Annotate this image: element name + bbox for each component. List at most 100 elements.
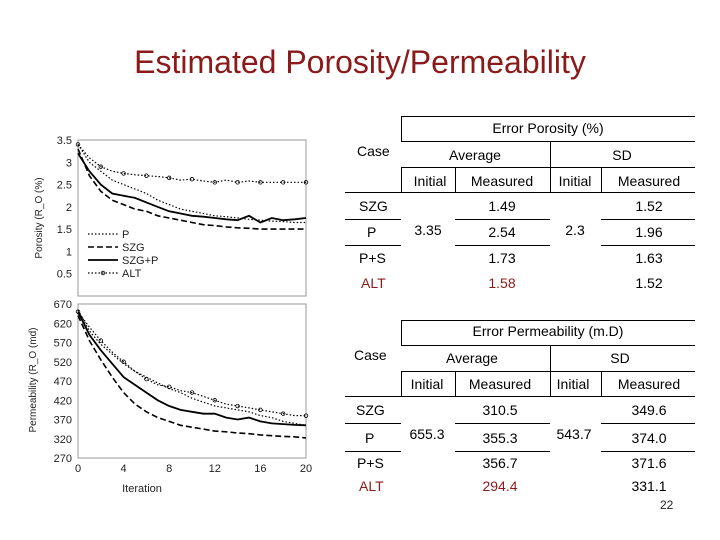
porosity-case-szg: SZG	[359, 198, 388, 214]
permeability-avg-initial: 655.3	[409, 426, 445, 442]
porosity-sd-header: SD	[612, 147, 632, 163]
permeability-case-p: P	[365, 430, 375, 446]
legend-label: SZG	[122, 242, 145, 254]
permeability-ps-sd: 371.6	[631, 455, 667, 471]
permeability-szg-sd: 349.6	[631, 402, 667, 418]
y-tick-label: 670	[54, 299, 72, 311]
series-line-alt	[77, 144, 306, 183]
porosity-average-header: Average	[449, 147, 501, 163]
data-point	[166, 384, 172, 389]
data-point	[281, 411, 286, 416]
x-tick-label: 20	[300, 463, 312, 475]
porosity-sd-measured-header: Measured	[617, 173, 681, 189]
data-point	[258, 180, 263, 185]
y-tick-label: 1.5	[57, 224, 72, 236]
data-point	[98, 338, 103, 343]
permeability-p-avg: 355.3	[482, 430, 518, 446]
data-point	[212, 180, 217, 185]
permeability-p-sd: 374.0	[631, 430, 667, 446]
porosity-alt-sd: 1.52	[635, 275, 663, 291]
data-point	[189, 177, 195, 182]
data-point	[303, 413, 309, 418]
porosity-p-sd: 1.96	[635, 224, 663, 240]
permeability-case-ps: P+S	[357, 455, 384, 471]
porosity-avg-measured-header: Measured	[470, 173, 534, 189]
permeability-alt-sd: 331.1	[631, 478, 667, 494]
permeability-sd-measured-header: Measured	[617, 376, 681, 392]
data-point	[189, 390, 195, 395]
porosity-ps-sd: 1.63	[635, 250, 663, 266]
x-tick-label: 4	[121, 463, 127, 475]
porosity-case-ps: P+S	[359, 250, 386, 266]
series-line-szg	[77, 148, 306, 230]
porosity-szg-avg: 1.49	[488, 198, 516, 214]
y-axis-label: Porosity (R_O (%)	[34, 177, 45, 258]
x-tick-label: 12	[209, 463, 221, 475]
permeability-case-header: Case	[354, 347, 387, 363]
porosity-case-header: Case	[357, 143, 390, 159]
series-line-szg-p	[77, 311, 307, 427]
y-tick-label: 0.5	[57, 269, 72, 281]
series-line-p	[77, 144, 306, 224]
series-line-alt	[77, 311, 306, 417]
x-tick-label: 8	[166, 463, 172, 475]
x-tick-label: 0	[75, 463, 81, 475]
porosity-alt-avg: 1.58	[488, 275, 516, 291]
data-point	[98, 164, 103, 169]
y-tick-label: 370	[54, 415, 72, 427]
legend-box	[84, 228, 164, 284]
slide-title: Estimated Porosity/Permeability	[134, 44, 586, 80]
porosity-chart: 3.5 3 2.5 2 1.5 1 0.5 Porosity (R_O (%) PSZGSZG+…	[34, 135, 309, 297]
permeability-alt-avg: 294.4	[482, 478, 518, 494]
data-point	[121, 171, 126, 176]
x-axis-label: Iteration	[122, 483, 162, 495]
plot-frame	[77, 303, 307, 459]
data-point	[121, 359, 126, 364]
data-point	[281, 180, 286, 185]
permeability-ps-avg: 356.7	[482, 455, 518, 471]
porosity-avg-initial-header: Initial	[413, 173, 447, 189]
y-tick-label: 320	[54, 434, 72, 446]
porosity-szg-sd: 1.52	[635, 198, 663, 214]
x-tick-label: 16	[254, 463, 266, 475]
series-line-szg	[77, 315, 307, 439]
y-tick-label: 1	[66, 246, 72, 258]
series-line-szg-p	[77, 152, 307, 224]
permeability-average-header: Average	[446, 350, 498, 366]
permeability-table-title: Error Permeability (m.D)	[472, 323, 624, 339]
permeability-sd-initial: 543.7	[556, 426, 592, 442]
y-tick-label: 2	[66, 202, 72, 214]
porosity-avg-initial: 3.35	[414, 222, 442, 238]
y-tick-label: 520	[54, 357, 72, 369]
data-point	[235, 403, 240, 409]
legend-label: P	[122, 229, 129, 241]
y-tick-label: 420	[54, 395, 72, 407]
y-tick-label: 3.5	[57, 135, 72, 147]
page-number: 22	[660, 498, 674, 512]
permeability-avg-initial-header: Initial	[410, 376, 444, 392]
legend-label: SZG+P	[122, 255, 158, 267]
y-tick-label: 2.5	[57, 180, 72, 192]
y-tick-label: 570	[54, 338, 72, 350]
data-point	[212, 398, 217, 403]
y-tick-label: 270	[54, 453, 72, 465]
data-point	[144, 376, 149, 382]
data-point	[303, 180, 309, 185]
legend-marker	[100, 270, 106, 276]
permeability-szg-avg: 310.5	[482, 402, 518, 418]
data-point	[258, 407, 263, 413]
data-point	[75, 142, 81, 147]
permeability-case-szg: SZG	[356, 402, 385, 418]
y-tick-label: 620	[54, 318, 72, 330]
porosity-case-alt: ALT	[361, 275, 386, 291]
porosity-p-avg: 2.54	[488, 224, 516, 240]
porosity-ps-avg: 1.73	[488, 250, 516, 266]
data-point	[144, 173, 149, 178]
data-point	[166, 175, 172, 181]
porosity-sd-initial: 2.3	[565, 222, 585, 238]
y-axis-label: Permeability (R_O (md)	[28, 327, 39, 432]
porosity-table-title: Error Porosity (%)	[492, 120, 604, 136]
data-point	[75, 309, 81, 314]
